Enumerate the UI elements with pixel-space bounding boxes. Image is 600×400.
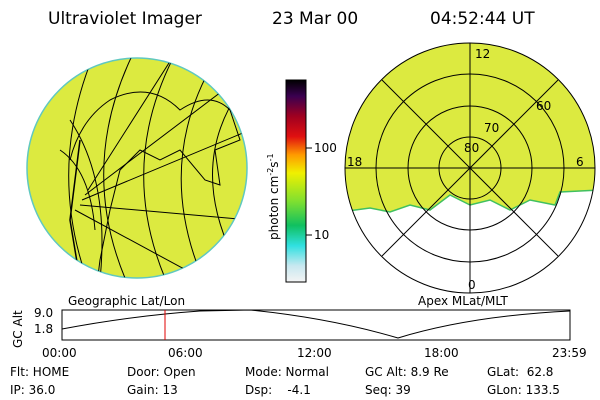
- info-field: GC Alt: 8.9 Re: [365, 365, 449, 379]
- info-field: GLon: 133.5: [487, 383, 560, 397]
- map-label: Geographic Lat/Lon: [68, 294, 185, 308]
- polar-map: 12 18 6 0 80 70 60: [344, 42, 596, 294]
- info-field: GLat: 62.8: [487, 365, 553, 379]
- info-field: Dsp: -4.1: [245, 383, 311, 397]
- info-field: Seq: 39: [365, 383, 411, 397]
- info-field: Door: Open: [127, 365, 196, 379]
- x-tick-label: 12:00: [297, 346, 332, 360]
- info-field: Mode: Normal: [245, 365, 329, 379]
- mlat-label: 70: [484, 121, 499, 135]
- x-tick-label: 00:00: [42, 346, 77, 360]
- map-label: Apex MLat/MLT: [418, 294, 508, 308]
- colorbar-tick: 10: [314, 228, 329, 242]
- info-field: IP: 36.0: [10, 383, 55, 397]
- colorbar-tick: 100: [314, 141, 337, 155]
- mlt-label: 6: [576, 155, 584, 169]
- altitude-plot: GC Alt 9.0 1.8 00:00 06:00 12:00 18:00 2…: [11, 306, 587, 360]
- y-tick-label: 1.8: [34, 322, 53, 336]
- mlt-label: 0: [468, 278, 476, 292]
- mlat-label: 60: [536, 99, 551, 113]
- y-tick-label: 9.0: [34, 306, 53, 320]
- instrument: Ultraviolet Imager: [48, 9, 202, 29]
- x-tick-label: 23:59: [552, 346, 587, 360]
- mlt-label: 18: [347, 155, 362, 169]
- mlt-label: 12: [475, 47, 490, 61]
- info-field: Gain: 13: [127, 383, 178, 397]
- x-tick-label: 06:00: [168, 346, 203, 360]
- x-tick-label: 18:00: [424, 346, 459, 360]
- mlat-label: 80: [464, 141, 479, 155]
- date: 23 Mar 00: [272, 9, 358, 29]
- globe: [26, 57, 248, 279]
- colorbar: [285, 79, 307, 283]
- time: 04:52:44 UT: [430, 9, 535, 29]
- info-field: Flt: HOME: [10, 365, 69, 379]
- info-panel: Flt: HOME Door: Open Mode: Normal GC Alt: 8…: [10, 365, 560, 397]
- y-axis-label: GC Alt: [11, 310, 25, 348]
- colorbar-label: photon cm-2s-1: [266, 153, 281, 240]
